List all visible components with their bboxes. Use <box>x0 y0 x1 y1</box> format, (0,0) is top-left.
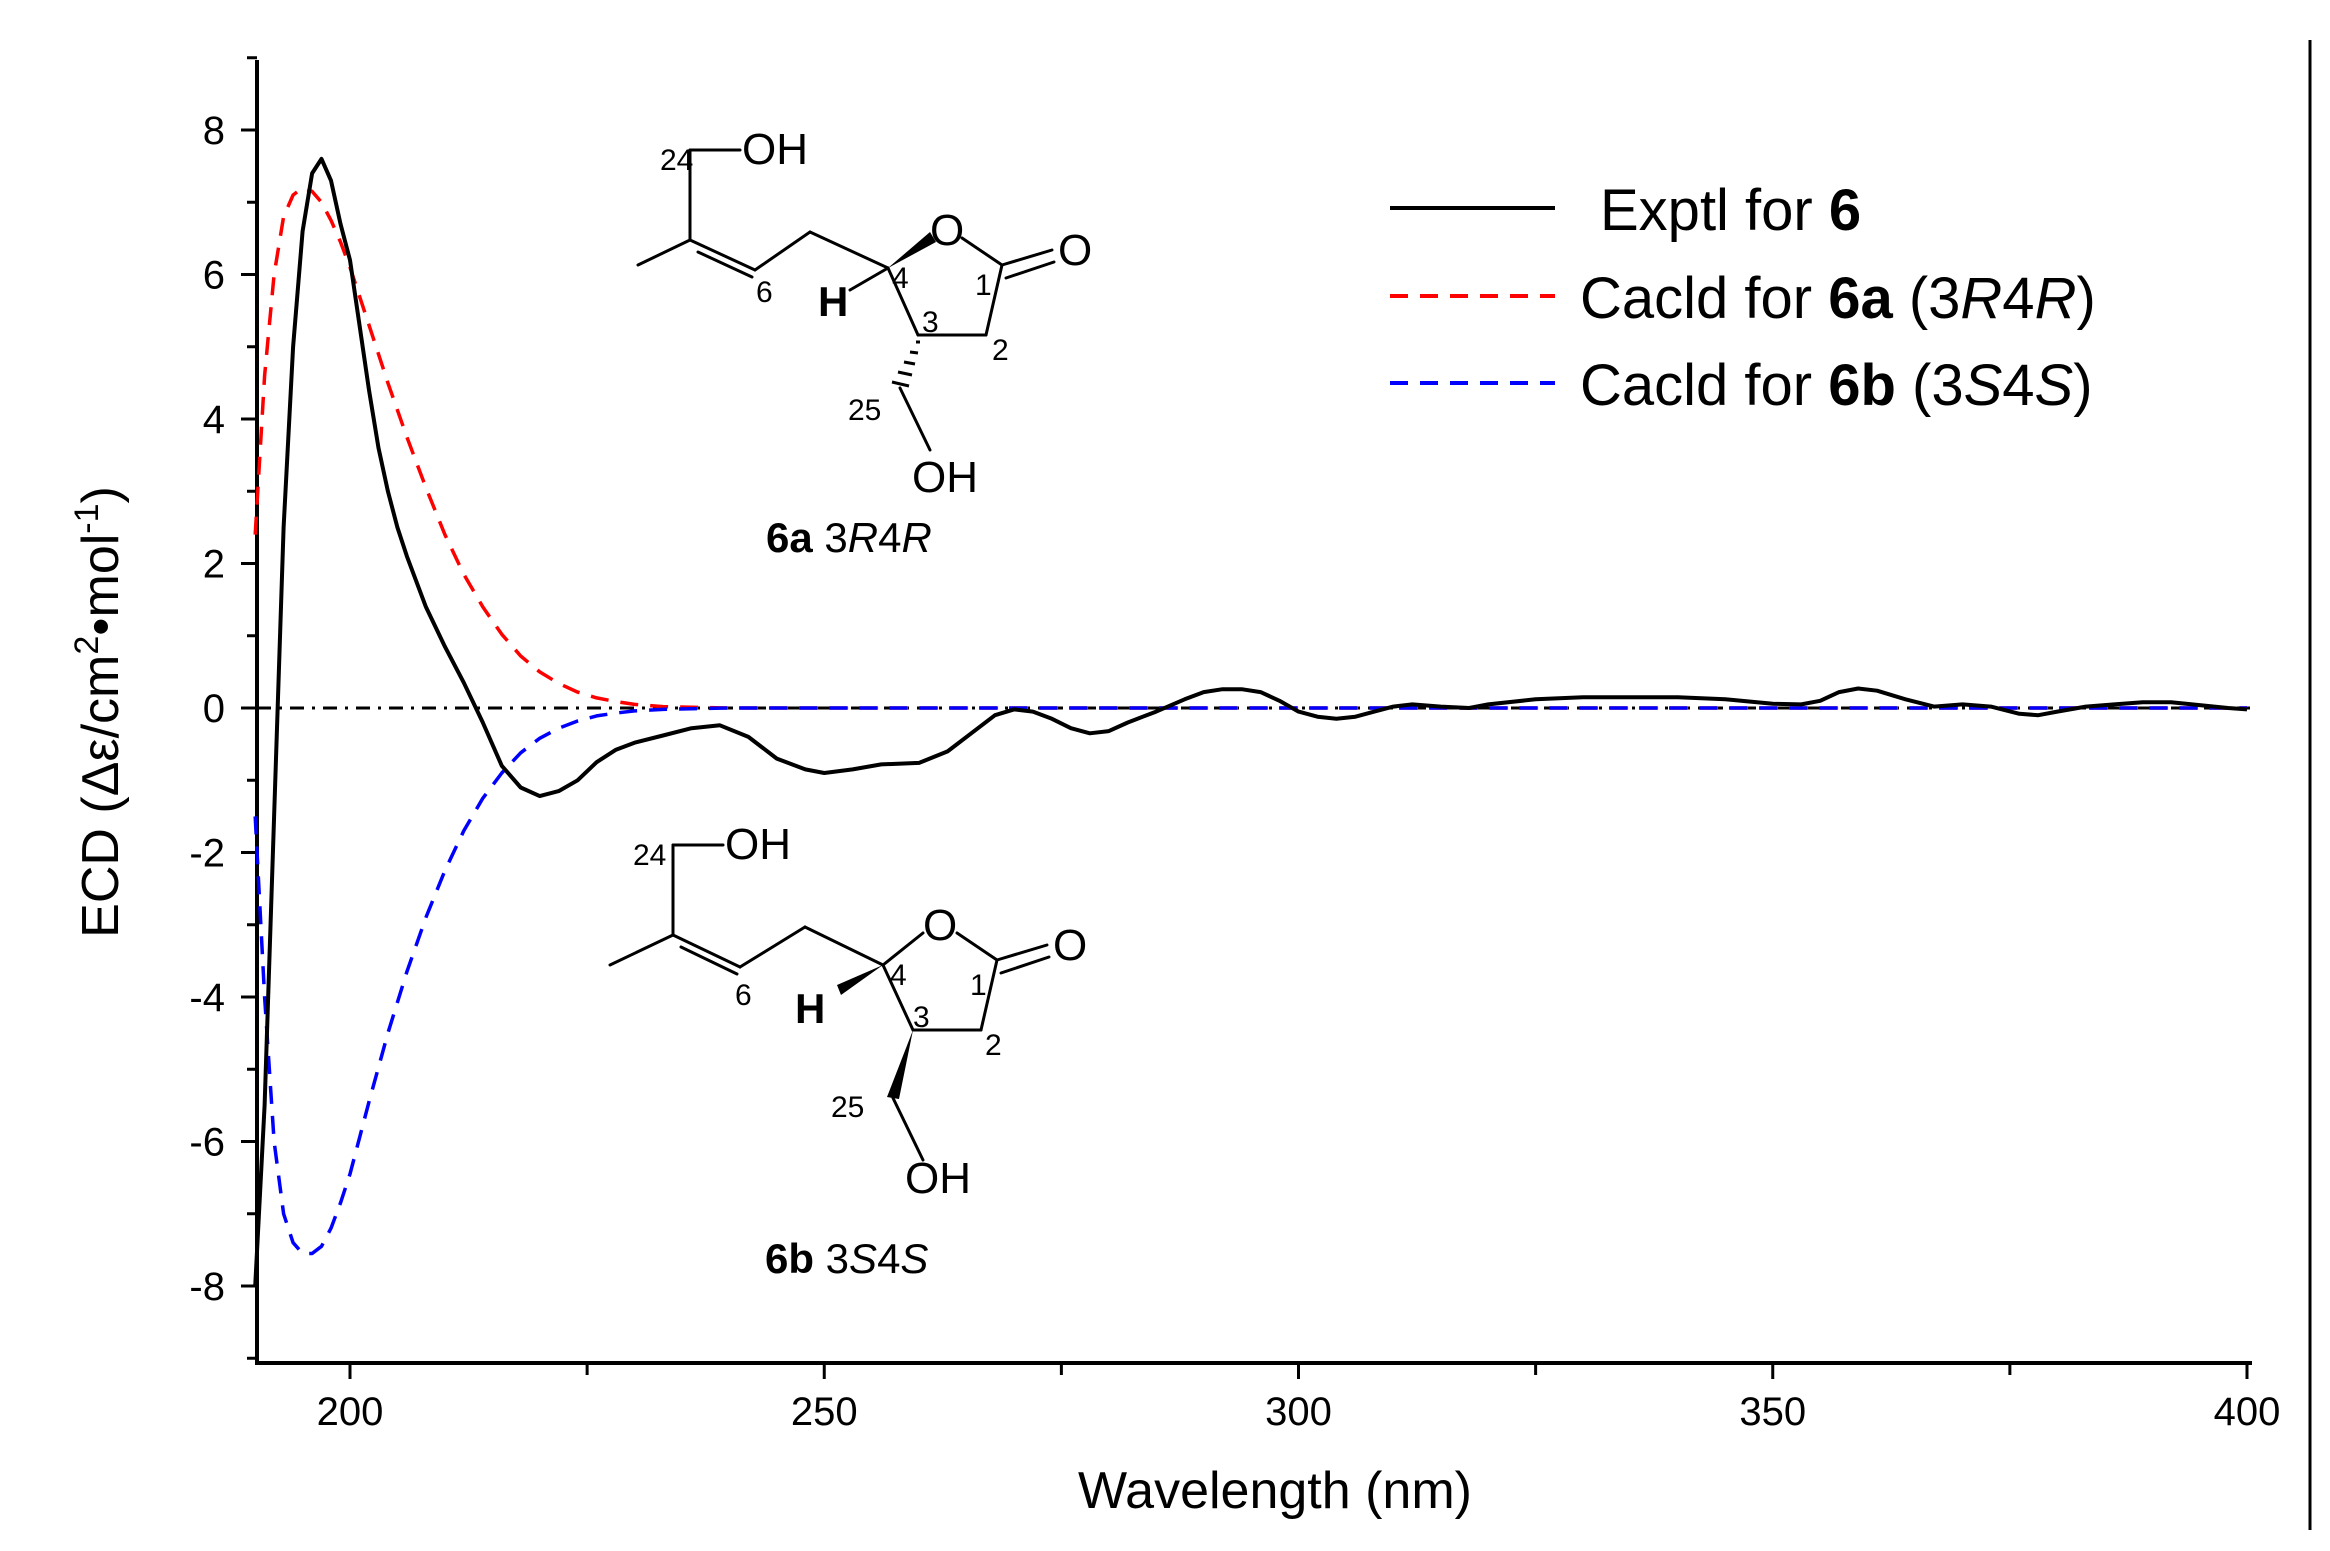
y-axis-title-sup1: 2 <box>68 636 106 655</box>
svg-text:3: 3 <box>913 1001 930 1034</box>
svg-text:6b 3S4S: 6b 3S4S <box>765 1235 928 1282</box>
y-axis-title-part-c: ) <box>72 486 130 503</box>
x-axis-title: Wavelength (nm) <box>1078 1462 1472 1520</box>
y-axis-title-part-a: ECD (Δε/cm <box>72 655 130 938</box>
y-tick-label: -2 <box>189 832 225 876</box>
y-tick-label: 2 <box>203 543 225 587</box>
svg-text:24: 24 <box>633 839 666 872</box>
y-tick-label: 0 <box>203 687 225 731</box>
structure-6b: OH 24 6 O O 4 1 3 2 H 25 OH 6b 3S4S <box>608 820 1087 1282</box>
svg-text:OH: OH <box>725 820 791 869</box>
svg-text:1: 1 <box>970 969 987 1002</box>
svg-text:6a 3R4R: 6a 3R4R <box>766 514 932 561</box>
svg-text:O: O <box>930 206 964 255</box>
x-tick-label: 350 <box>1739 1390 1806 1434</box>
y-tick-label: -8 <box>189 1265 225 1309</box>
legend-entry-6b: Cacld for 6b (3S4S) <box>1580 353 2093 418</box>
x-tick-label: 300 <box>1265 1390 1332 1434</box>
svg-text:4: 4 <box>892 262 909 295</box>
y-tick-label: -4 <box>189 976 225 1020</box>
y-tick-label: 4 <box>203 398 225 442</box>
legend-entry-6a: Cacld for 6a (3R4R) <box>1580 266 2096 331</box>
svg-text:3: 3 <box>922 306 939 339</box>
y-ticks: 8 6 4 2 0 -2 -4 -6 -8 <box>189 56 257 1360</box>
svg-text:6: 6 <box>756 276 773 309</box>
svg-text:4: 4 <box>890 959 907 992</box>
series-exptl-6 <box>253 156 2248 1287</box>
svg-text:25: 25 <box>831 1091 864 1124</box>
svg-text:OH: OH <box>742 125 808 174</box>
x-tick-label: 250 <box>791 1390 858 1434</box>
svg-text:OH: OH <box>912 453 978 502</box>
svg-text:25: 25 <box>848 394 881 427</box>
x-tick-label: 200 <box>317 1390 384 1434</box>
svg-text:2: 2 <box>985 1029 1002 1062</box>
svg-text:6: 6 <box>735 979 752 1012</box>
y-tick-label: 8 <box>203 109 225 153</box>
legend-entry-exptl: Exptl for 6 <box>1600 178 1861 243</box>
svg-text:O: O <box>1058 226 1092 275</box>
svg-text:H: H <box>818 278 848 325</box>
structure-6a: OH 24 6 O O 4 1 3 2 H 25 OH 6a 3R4R <box>636 125 1092 561</box>
y-axis-title: ECD (Δε/cm2•mol-1) <box>68 486 130 938</box>
x-ticks: 200 250 300 350 400 <box>317 1363 2281 1434</box>
y-tick-label: -6 <box>189 1121 225 1165</box>
svg-text:O: O <box>1053 921 1087 970</box>
series-cacld-6b <box>253 706 2247 1256</box>
x-tick-label: 400 <box>2214 1390 2281 1434</box>
y-axis-title-sup2: -1 <box>68 503 106 533</box>
svg-text:24: 24 <box>660 144 693 177</box>
axes <box>255 60 2252 1365</box>
svg-text:O: O <box>923 901 957 950</box>
svg-text:2: 2 <box>992 334 1009 367</box>
svg-text:H: H <box>795 985 825 1032</box>
svg-text:OH: OH <box>905 1154 971 1203</box>
svg-text:1: 1 <box>975 269 992 302</box>
series-layer <box>253 156 2248 1287</box>
y-tick-label: 6 <box>203 254 225 298</box>
legend: Exptl for 6 Cacld for 6a (3R4R) Cacld fo… <box>1390 178 2096 418</box>
y-axis-title-part-b: •mol <box>72 534 130 636</box>
